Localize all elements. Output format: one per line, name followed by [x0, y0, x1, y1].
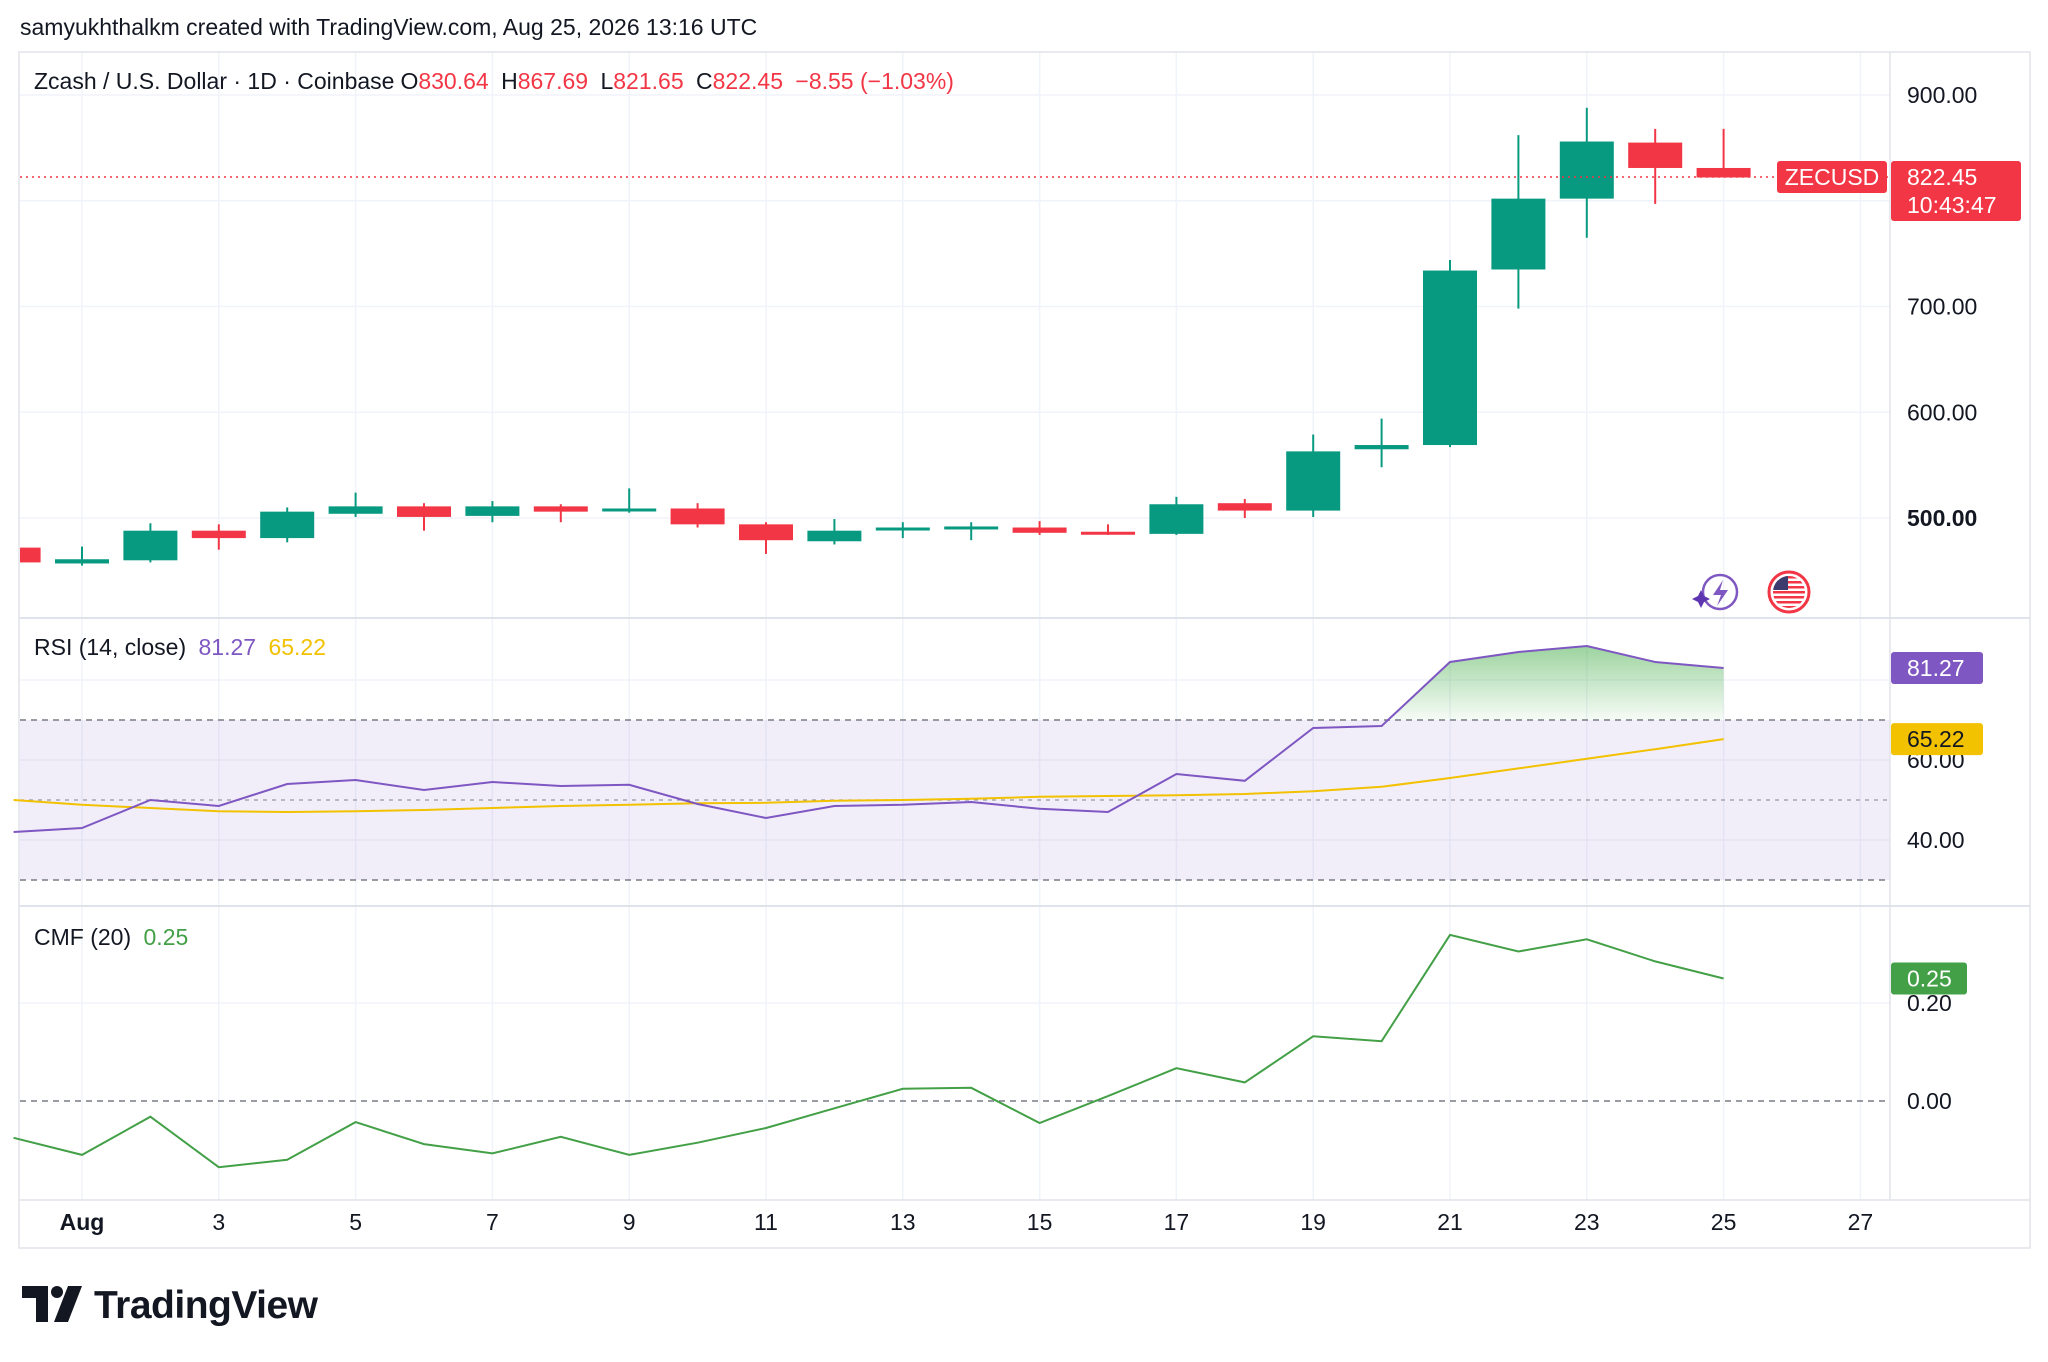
candle-body: [191, 530, 246, 539]
candle-body: [807, 530, 862, 542]
low-label: L: [600, 68, 614, 94]
close-label: C: [696, 68, 713, 94]
time-axis-label: 7: [486, 1209, 499, 1235]
rsi-value: 81.27: [198, 634, 257, 660]
time-axis-label: 19: [1300, 1209, 1326, 1235]
candle-body: [465, 506, 520, 516]
time-axis-label: 13: [890, 1209, 916, 1235]
rsi-band: [20, 719, 1890, 1102]
cmf-axis-label: 0.00: [1907, 1088, 1952, 1114]
time-axis-label: 17: [1164, 1209, 1190, 1235]
pane-separators: [18, 51, 2031, 1249]
price-axis-label: 600.00: [1907, 399, 1977, 425]
symbol-legend: Zcash / U.S. Dollar · 1D · Coinbase O830.…: [34, 68, 960, 95]
rsi-overbought-fill: [1388, 646, 1724, 720]
candle-body: [1012, 527, 1067, 533]
candle-body: [1286, 451, 1341, 511]
grid-lines: [20, 52, 1890, 1200]
open-label: O: [400, 68, 419, 94]
time-axis-label: 3: [212, 1209, 225, 1235]
high-label: H: [501, 68, 518, 94]
candle-body: [1559, 141, 1614, 199]
close-value: 822.45: [712, 68, 783, 94]
candle-body: [1628, 142, 1683, 168]
low-value: 821.65: [613, 68, 684, 94]
cmf-line: [13, 933, 1724, 1169]
rsi-ma-value: 65.22: [268, 634, 327, 660]
rsi-ma-line: [13, 738, 1724, 814]
cmf-series: [13, 933, 1724, 1169]
open-value: 830.64: [418, 68, 489, 94]
cmf-legend: CMF (20) 0.25: [34, 924, 194, 951]
cmf-value: 0.25: [143, 924, 189, 950]
candle-body: [602, 508, 657, 512]
candle-body: [20, 547, 41, 563]
us-flag-icon[interactable]: [1767, 570, 1811, 614]
candle-body: [1217, 503, 1272, 511]
candle-body: [1491, 198, 1546, 270]
cmf-badge-label: 0.25: [1907, 966, 1952, 992]
time-axis: Aug 3 5 7 9 11 13 15 17 19 21 23 25 27: [60, 1209, 1874, 1235]
candle-body: [1354, 445, 1409, 450]
rsi-badge-label: 81.27: [1907, 655, 1965, 681]
symbol-title: Zcash / U.S. Dollar · 1D · Coinbase: [34, 68, 395, 94]
price-axis-label: 500.00: [1907, 505, 1977, 531]
rsi-value-badge: [1891, 652, 1983, 684]
candle-body: [739, 524, 793, 541]
candle-body: [1696, 167, 1751, 178]
last-price-label: 822.45: [1907, 164, 1977, 190]
tradingview-logo-icon: [22, 1286, 82, 1322]
countdown-label: 10:43:47: [1907, 192, 1997, 218]
candlestick-series: [20, 107, 1890, 566]
candle-body: [533, 506, 588, 512]
ticker-badge-label: ZECUSD: [1785, 164, 1880, 190]
candle-body: [670, 508, 725, 525]
candle-body: [875, 527, 930, 531]
cmf-label: CMF (20): [34, 924, 132, 950]
time-axis-label: 11: [754, 1209, 778, 1235]
time-axis-label: 9: [623, 1209, 636, 1235]
candle-body: [328, 506, 383, 514]
candle-body: [123, 530, 178, 561]
chart-border: [18, 51, 2031, 1249]
candle-body: [397, 506, 451, 517]
cmf-value-badge: [1891, 962, 1967, 995]
time-axis-label: 5: [349, 1209, 362, 1235]
rsi-line: [13, 644, 1724, 833]
brand-name: TradingView: [94, 1284, 318, 1327]
chart-credit: samyukhthalkm created with TradingView.c…: [20, 14, 758, 40]
tradingview-logo[interactable]: TradingView: [22, 1284, 318, 1327]
price-axis-label: 700.00: [1907, 294, 1977, 320]
time-axis-label: 21: [1437, 1209, 1463, 1235]
high-value: 867.69: [517, 68, 589, 94]
rsi-legend: RSI (14, close) 81.27 65.22: [34, 634, 332, 661]
time-axis-label: 23: [1574, 1209, 1600, 1235]
time-axis-label: 15: [1027, 1209, 1053, 1235]
candle-body: [944, 526, 999, 530]
ticker-badge: [1777, 161, 1887, 194]
time-axis-label: 25: [1711, 1209, 1737, 1235]
last-price-badge: [1891, 161, 2021, 222]
rsi-label: RSI (14, close): [34, 634, 187, 660]
rsi-series: [13, 644, 1724, 833]
rsi-axis-label: 40.00: [1907, 827, 1965, 853]
price-axis-label: 900.00: [1907, 82, 1977, 108]
candle-body: [55, 559, 109, 564]
time-axis-label: Aug: [60, 1209, 105, 1235]
change-value: −8.55 (−1.03%): [795, 68, 954, 94]
candle-body: [1081, 531, 1135, 535]
candle-body: [260, 511, 315, 539]
price-axis: 900.00700.00600.00500.0060.0040.000.200.…: [1907, 82, 1977, 1114]
rsi-ma-badge: [1891, 723, 1983, 756]
time-axis-label: 27: [1848, 1209, 1874, 1235]
lightning-icon[interactable]: [1692, 573, 1739, 611]
rsi-ma-badge-label: 65.22: [1907, 726, 1965, 752]
candle-body: [1423, 270, 1477, 446]
candle-body: [1149, 504, 1204, 534]
